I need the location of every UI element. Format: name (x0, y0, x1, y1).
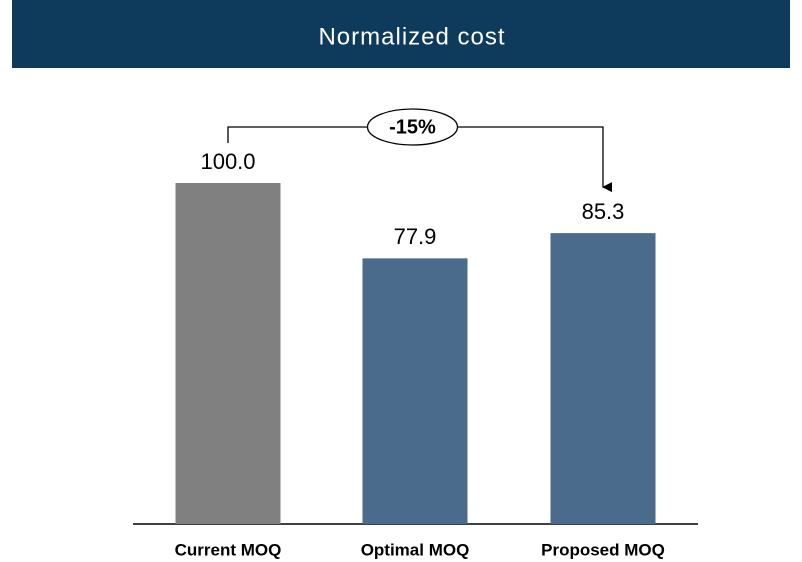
value-label: 100.0 (200, 149, 255, 174)
bar (550, 233, 656, 524)
x-tick-label: Optimal MOQ (361, 540, 470, 559)
x-tick-label: Current MOQ (175, 540, 282, 559)
annotation-bubble (366, 108, 459, 146)
bar (175, 183, 281, 524)
chart-title: Normalized cost (318, 23, 505, 50)
value-label: 77.9 (394, 224, 437, 249)
title-bar (12, 0, 790, 68)
value-label: 85.3 (582, 199, 625, 224)
x-tick-label: Proposed MOQ (541, 540, 665, 559)
bar (362, 258, 468, 524)
annotation: -15% (389, 116, 436, 138)
